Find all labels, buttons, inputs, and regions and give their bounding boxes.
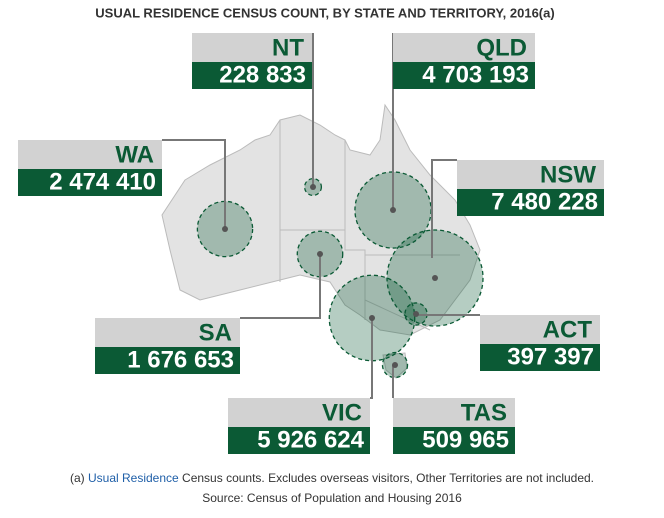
label-header xyxy=(18,140,162,169)
label-header xyxy=(192,33,312,62)
chart-title: USUAL RESIDENCE CENSUS COUNT, BY STATE A… xyxy=(95,5,554,20)
anchor-dot xyxy=(222,226,228,232)
footnote-prefix: (a) xyxy=(69,471,85,485)
region-name: NSW xyxy=(540,161,596,188)
label-header xyxy=(95,318,240,347)
label-value-box xyxy=(480,344,600,371)
leader-line xyxy=(370,318,373,399)
label-value-box xyxy=(95,347,240,374)
region-value: 397 397 xyxy=(507,343,594,370)
label-header xyxy=(457,160,604,189)
label-value-box xyxy=(228,427,370,454)
region-name: WA xyxy=(115,141,154,168)
footnote-text: Census counts. Excludes overseas visitor… xyxy=(182,471,595,485)
region-name: QLD xyxy=(476,34,527,61)
source: Source: Census of Population and Housing… xyxy=(202,491,462,505)
region-value: 509 965 xyxy=(422,426,509,453)
region-value: 7 480 228 xyxy=(491,188,598,215)
footnote: (a) Usual Residence Census counts. Exclu… xyxy=(0,468,664,488)
label-header xyxy=(480,315,600,344)
leader-line xyxy=(431,159,457,258)
anchor-dot xyxy=(390,207,396,213)
region-value: 2 474 410 xyxy=(49,168,156,195)
anchor-dot xyxy=(392,362,398,368)
chart: USUAL RESIDENCE CENSUS COUNT, BY STATE A… xyxy=(18,5,604,454)
label-value-box xyxy=(18,169,162,196)
anchor-dot xyxy=(317,251,323,257)
label-header xyxy=(393,398,515,427)
region-name: TAS xyxy=(461,399,507,426)
label-value-box xyxy=(457,189,604,216)
region-value: 228 833 xyxy=(219,61,306,88)
borders xyxy=(279,120,460,331)
leader-line xyxy=(240,254,321,319)
label-value-box xyxy=(393,62,535,89)
region-name: ACT xyxy=(543,316,593,343)
region-name: NT xyxy=(272,34,304,61)
anchor-dot xyxy=(369,315,375,321)
australia xyxy=(161,103,481,336)
label-value-box xyxy=(192,62,312,89)
anchor-dot xyxy=(413,311,419,317)
notes: (a) Usual Residence Census counts. Exclu… xyxy=(0,468,664,508)
map xyxy=(161,103,481,379)
leader-line xyxy=(162,139,226,229)
region-value: 4 703 193 xyxy=(422,61,529,88)
label-value-box xyxy=(393,427,515,454)
region-value: 1 676 653 xyxy=(127,346,234,373)
anchor-dot xyxy=(310,184,316,190)
region-name: SA xyxy=(199,319,232,346)
label-header xyxy=(393,33,535,62)
region-name: VIC xyxy=(322,399,362,426)
region-value: 5 926 624 xyxy=(257,426,364,453)
label-header xyxy=(228,398,370,427)
anchor-dot xyxy=(432,275,438,281)
footnote-link[interactable]: Usual Residence xyxy=(87,471,179,485)
